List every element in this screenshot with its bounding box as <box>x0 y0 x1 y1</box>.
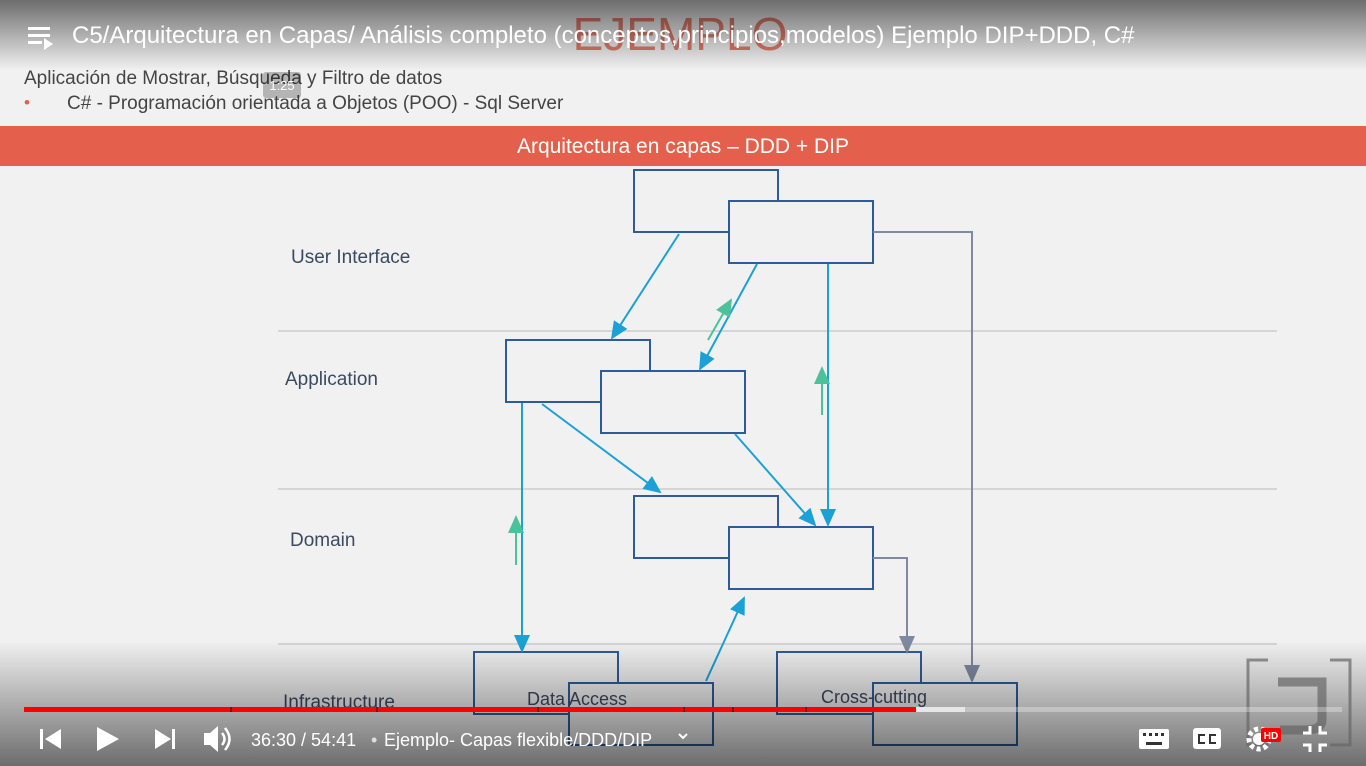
captions-button[interactable] <box>1193 728 1221 749</box>
keyboard-button[interactable] <box>1139 729 1169 749</box>
banner-text: Arquitectura en capas – DDD + DIP <box>517 135 849 158</box>
chapter-gaps <box>230 707 807 712</box>
layer-label: User Interface <box>291 247 410 268</box>
video-title[interactable]: C5/Arquitectura en Capas/ Análisis compl… <box>72 22 1135 49</box>
exit-fullscreen-button[interactable] <box>1303 726 1327 752</box>
top-shade <box>0 0 1366 70</box>
bullet: • <box>24 93 30 112</box>
banner <box>0 126 1366 166</box>
preview-time: 1:25 <box>269 78 294 93</box>
inversion-arrows <box>508 298 830 565</box>
volume-button[interactable] <box>204 726 231 752</box>
chapter-chevron[interactable] <box>678 733 688 740</box>
previous-button[interactable] <box>40 729 61 749</box>
separator: • <box>371 730 377 750</box>
progress-played <box>24 707 916 712</box>
hd-badge: HD <box>1264 731 1278 742</box>
play-button[interactable] <box>97 727 119 751</box>
time-display: 36:30 / 54:41 <box>251 730 356 750</box>
layer-label: Domain <box>290 530 355 551</box>
layer-label: Application <box>285 369 378 390</box>
settings-button[interactable] <box>1246 726 1281 752</box>
next-button[interactable] <box>155 729 175 749</box>
preview-badge <box>263 72 301 98</box>
chapter-title[interactable]: Ejemplo- Capas flexible/DDD/DIP <box>384 730 652 750</box>
cross-cutting-arrows <box>873 231 980 683</box>
bullet-text: C# - Programación orientada a Objetos (P… <box>67 93 564 114</box>
playlist-button[interactable] <box>28 27 53 50</box>
slide-subtitle: Aplicación de Mostrar, Búsqueda y Filtro… <box>24 68 442 89</box>
